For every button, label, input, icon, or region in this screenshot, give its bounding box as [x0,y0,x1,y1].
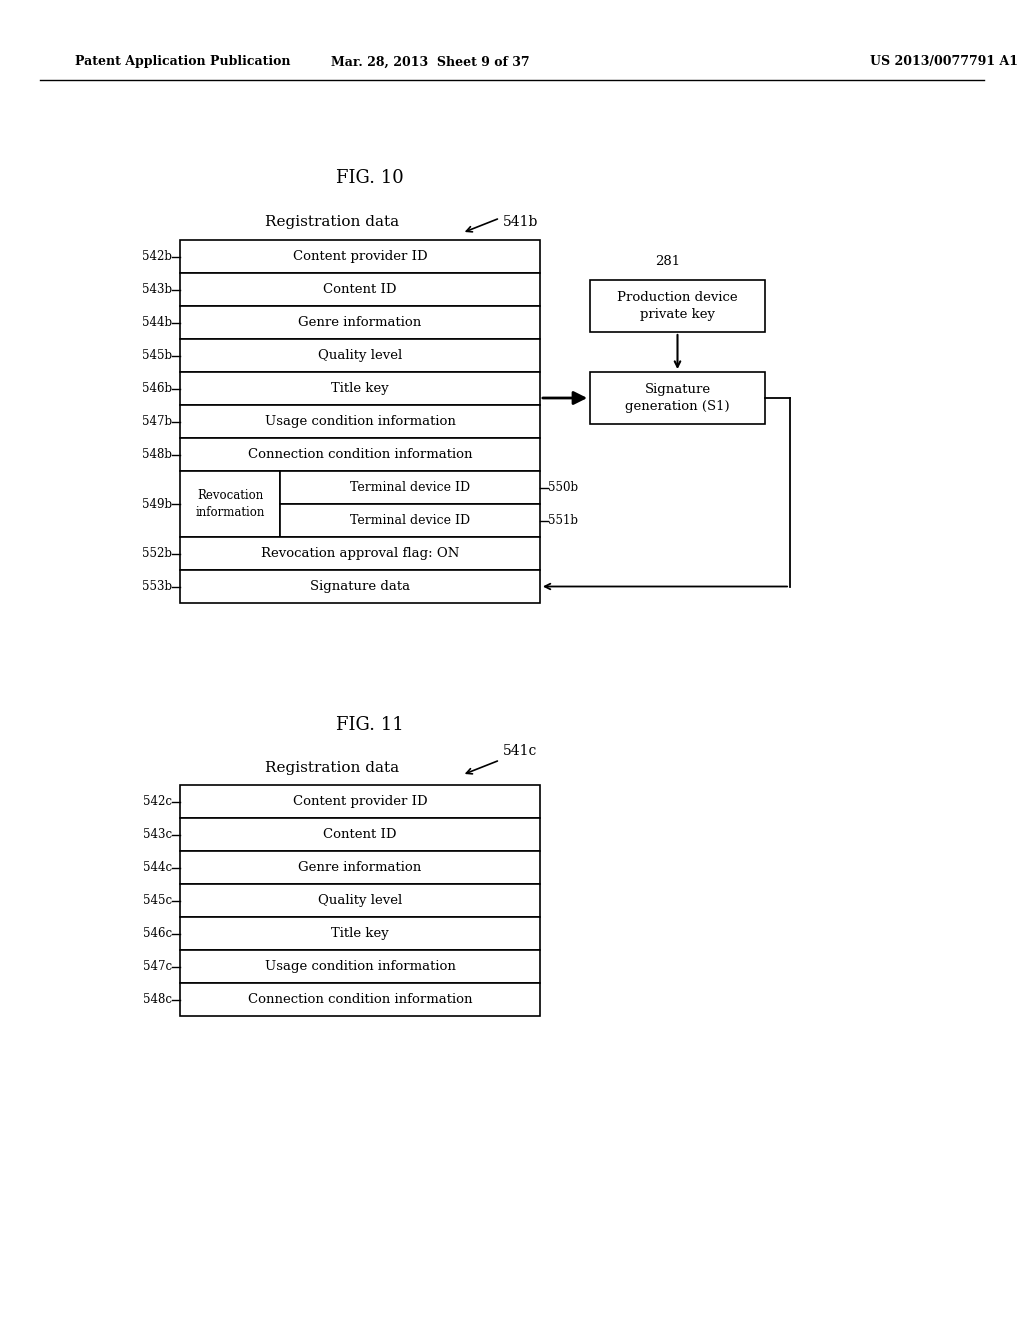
Text: US 2013/0077791 A1: US 2013/0077791 A1 [870,55,1018,69]
Bar [180,273,540,306]
Text: Terminal device ID: Terminal device ID [350,513,470,527]
Text: 544c: 544c [143,861,172,874]
Text: Title key: Title key [331,381,389,395]
Text: Signature
generation (S1): Signature generation (S1) [626,383,730,413]
Bar [180,438,540,471]
Text: 551b: 551b [548,513,578,527]
Text: Quality level: Quality level [317,894,402,907]
Text: 548c: 548c [143,993,172,1006]
Text: Mar. 28, 2013  Sheet 9 of 37: Mar. 28, 2013 Sheet 9 of 37 [331,55,529,69]
Bar [280,504,540,537]
Text: Production device
private key: Production device private key [617,290,738,321]
Text: 547b: 547b [142,414,172,428]
Bar [180,917,540,950]
Bar [180,372,540,405]
Bar [180,405,540,438]
Bar [590,372,765,424]
Text: 549b: 549b [142,498,172,511]
Text: Usage condition information: Usage condition information [264,414,456,428]
Text: 542c: 542c [143,795,172,808]
Text: Revocation approval flag: ON: Revocation approval flag: ON [261,546,459,560]
Bar [280,471,540,504]
Text: Terminal device ID: Terminal device ID [350,480,470,494]
Text: Registration data: Registration data [265,215,399,228]
Text: 543c: 543c [143,828,172,841]
Bar [180,339,540,372]
Bar [180,306,540,339]
Text: 545c: 545c [143,894,172,907]
Bar [180,537,540,570]
Bar [180,983,540,1016]
Bar [180,818,540,851]
Text: Content ID: Content ID [324,828,396,841]
Text: 553b: 553b [142,579,172,593]
Text: Registration data: Registration data [265,762,399,775]
Text: FIG. 10: FIG. 10 [336,169,403,187]
Bar [180,950,540,983]
Text: Usage condition information: Usage condition information [264,960,456,973]
Text: Genre information: Genre information [298,315,422,329]
Text: 542b: 542b [142,249,172,263]
Bar [590,280,765,333]
Bar [180,851,540,884]
Bar [180,884,540,917]
Text: Quality level: Quality level [317,348,402,362]
Text: FIG. 11: FIG. 11 [336,715,403,734]
Text: 552b: 552b [142,546,172,560]
Bar [180,570,540,603]
Text: Content provider ID: Content provider ID [293,795,427,808]
Text: 541c: 541c [503,744,538,758]
Text: 550b: 550b [548,480,579,494]
Text: Genre information: Genre information [298,861,422,874]
Text: Content ID: Content ID [324,282,396,296]
Text: Revocation
information: Revocation information [196,488,264,519]
Text: 548b: 548b [142,447,172,461]
Text: 541b: 541b [503,215,539,228]
Text: Connection condition information: Connection condition information [248,447,472,461]
Text: 546c: 546c [143,927,172,940]
Text: 281: 281 [655,255,680,268]
Text: Signature data: Signature data [310,579,410,593]
Bar [180,785,540,818]
Text: 543b: 543b [142,282,172,296]
Bar [180,240,540,273]
Text: Patent Application Publication: Patent Application Publication [75,55,291,69]
Text: Connection condition information: Connection condition information [248,993,472,1006]
Text: Title key: Title key [331,927,389,940]
Text: 546b: 546b [142,381,172,395]
Text: 544b: 544b [142,315,172,329]
Bar [180,471,280,537]
Text: Content provider ID: Content provider ID [293,249,427,263]
Text: 547c: 547c [143,960,172,973]
Text: 545b: 545b [142,348,172,362]
